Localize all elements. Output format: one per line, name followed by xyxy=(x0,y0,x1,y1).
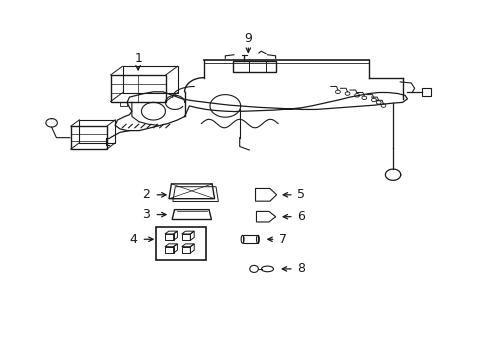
Text: 9: 9 xyxy=(244,32,252,45)
Text: 5: 5 xyxy=(296,188,305,201)
Text: 6: 6 xyxy=(297,210,305,223)
Bar xyxy=(164,247,173,253)
Bar xyxy=(156,227,206,260)
Bar xyxy=(120,102,127,106)
Bar xyxy=(164,234,173,240)
Bar xyxy=(232,61,275,72)
Bar xyxy=(242,235,257,243)
Text: 2: 2 xyxy=(142,188,150,201)
Bar xyxy=(182,247,190,253)
Text: 3: 3 xyxy=(142,208,150,221)
Bar xyxy=(182,234,190,240)
Text: 4: 4 xyxy=(129,233,137,246)
Text: 7: 7 xyxy=(278,233,286,246)
Bar xyxy=(421,87,430,96)
Text: 1: 1 xyxy=(134,52,142,65)
Text: 8: 8 xyxy=(296,262,305,275)
